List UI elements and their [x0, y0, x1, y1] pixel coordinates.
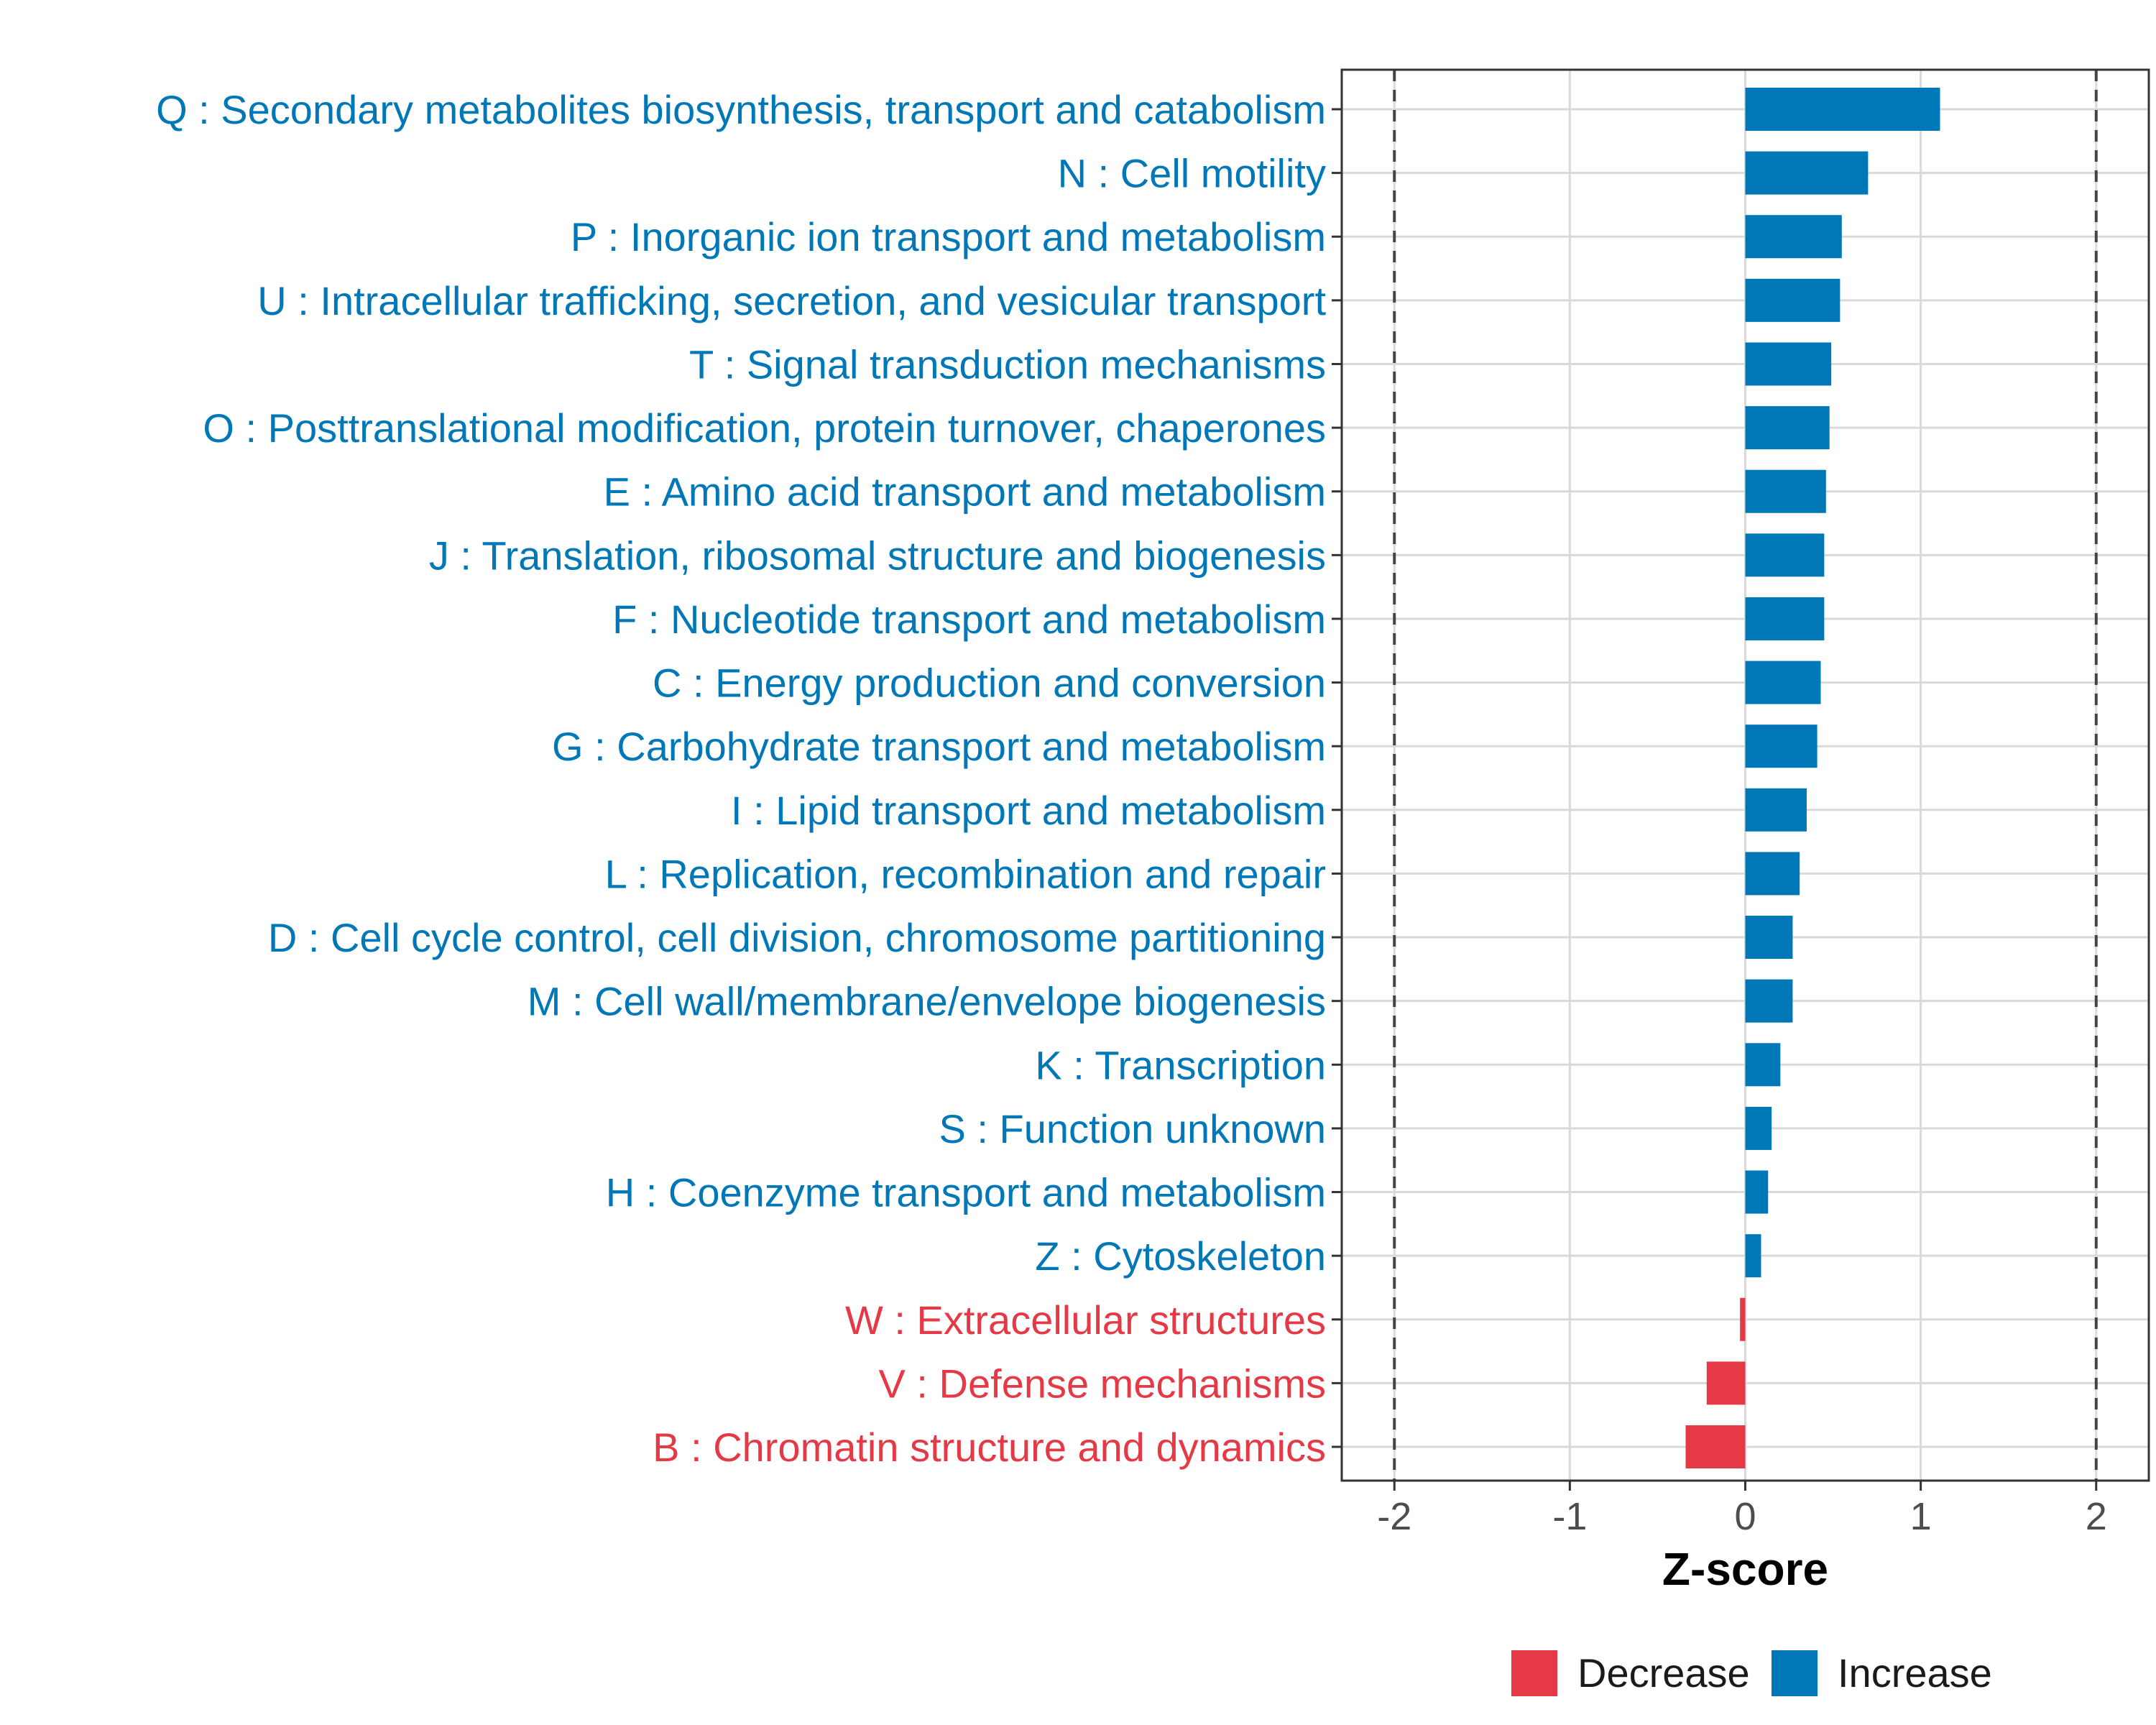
y-axis-ticks: [1332, 108, 1342, 1448]
x-tick-label: 2: [2086, 1495, 2107, 1538]
y-tick-label: M : Cell wall/membrane/envelope biogenes…: [528, 979, 1326, 1024]
x-tick-label: -2: [1377, 1495, 1411, 1538]
y-tick-label: G : Carbohydrate transport and metabolis…: [552, 724, 1326, 769]
bar: [1745, 724, 1818, 768]
x-tick-label: 0: [1734, 1495, 1756, 1538]
y-tick-label: F : Nucleotide transport and metabolism: [612, 597, 1326, 642]
y-tick-label: K : Transcription: [1035, 1042, 1326, 1087]
y-tick-label: V : Defense mechanisms: [879, 1361, 1326, 1406]
y-tick-label: J : Translation, ribosomal structure and…: [429, 533, 1326, 578]
bar: [1745, 469, 1826, 513]
y-tick-label: D : Cell cycle control, cell division, c…: [268, 915, 1326, 960]
y-tick-label: S : Function unknown: [939, 1106, 1326, 1151]
y-tick-label: I : Lipid transport and metabolism: [731, 788, 1326, 833]
bars: [1685, 88, 1940, 1468]
legend-label: Decrease: [1577, 1650, 1750, 1696]
bar: [1706, 1361, 1746, 1405]
bar: [1745, 215, 1842, 259]
bar: [1745, 1043, 1781, 1087]
bar: [1745, 852, 1800, 896]
y-tick-label: B : Chromatin structure and dynamics: [653, 1425, 1326, 1470]
y-tick-label: E : Amino acid transport and metabolism: [604, 469, 1326, 515]
bar: [1745, 88, 1940, 131]
y-tick-label: Z : Cytoskeleton: [1035, 1233, 1326, 1279]
legend: Decrease Increase: [1511, 1650, 1992, 1696]
y-tick-label: P : Inorganic ion transport and metaboli…: [571, 214, 1326, 259]
bar: [1740, 1297, 1746, 1341]
bar: [1745, 788, 1807, 832]
bar: [1745, 278, 1841, 322]
bar: [1745, 1234, 1761, 1278]
legend-label: Increase: [1838, 1650, 1992, 1696]
bar: [1745, 151, 1869, 195]
x-axis-ticks: -2 -1 0 1 2: [1377, 1481, 2107, 1538]
y-tick-label: Q : Secondary metabolites biosynthesis, …: [156, 87, 1326, 132]
bar: [1745, 916, 1793, 960]
bar: [1745, 342, 1832, 386]
bar: [1745, 1106, 1772, 1150]
bar: [1745, 1170, 1769, 1214]
legend-swatch: [1772, 1650, 1818, 1696]
y-tick-label: U : Intracellular trafficking, secretion…: [257, 278, 1326, 323]
y-axis-category-labels: Q : Secondary metabolites biosynthesis, …: [156, 87, 1326, 1470]
bar: [1745, 406, 1830, 450]
x-tick-label: 1: [1910, 1495, 1932, 1538]
y-tick-label: C : Energy production and conversion: [653, 661, 1326, 706]
y-tick-label: N : Cell motility: [1058, 151, 1326, 196]
y-tick-label: O : Posttranslational modification, prot…: [203, 405, 1326, 451]
bar: [1685, 1425, 1746, 1468]
bar: [1745, 979, 1793, 1023]
bar: [1745, 533, 1825, 577]
y-tick-label: W : Extracellular structures: [845, 1297, 1326, 1343]
legend-swatch: [1511, 1650, 1557, 1696]
y-tick-label: L : Replication, recombination and repai…: [605, 851, 1326, 896]
y-tick-label: H : Coenzyme transport and metabolism: [606, 1170, 1326, 1215]
reference-lines: [1393, 70, 2098, 1481]
legend-item-decrease: Decrease: [1511, 1650, 1750, 1696]
legend-item-increase: Increase: [1772, 1650, 1992, 1696]
bar: [1745, 597, 1825, 640]
y-tick-label: T : Signal transduction mechanisms: [689, 341, 1326, 387]
x-tick-label: -1: [1552, 1495, 1587, 1538]
bar: [1745, 661, 1821, 704]
x-axis-title: Z-score: [1662, 1543, 1828, 1595]
